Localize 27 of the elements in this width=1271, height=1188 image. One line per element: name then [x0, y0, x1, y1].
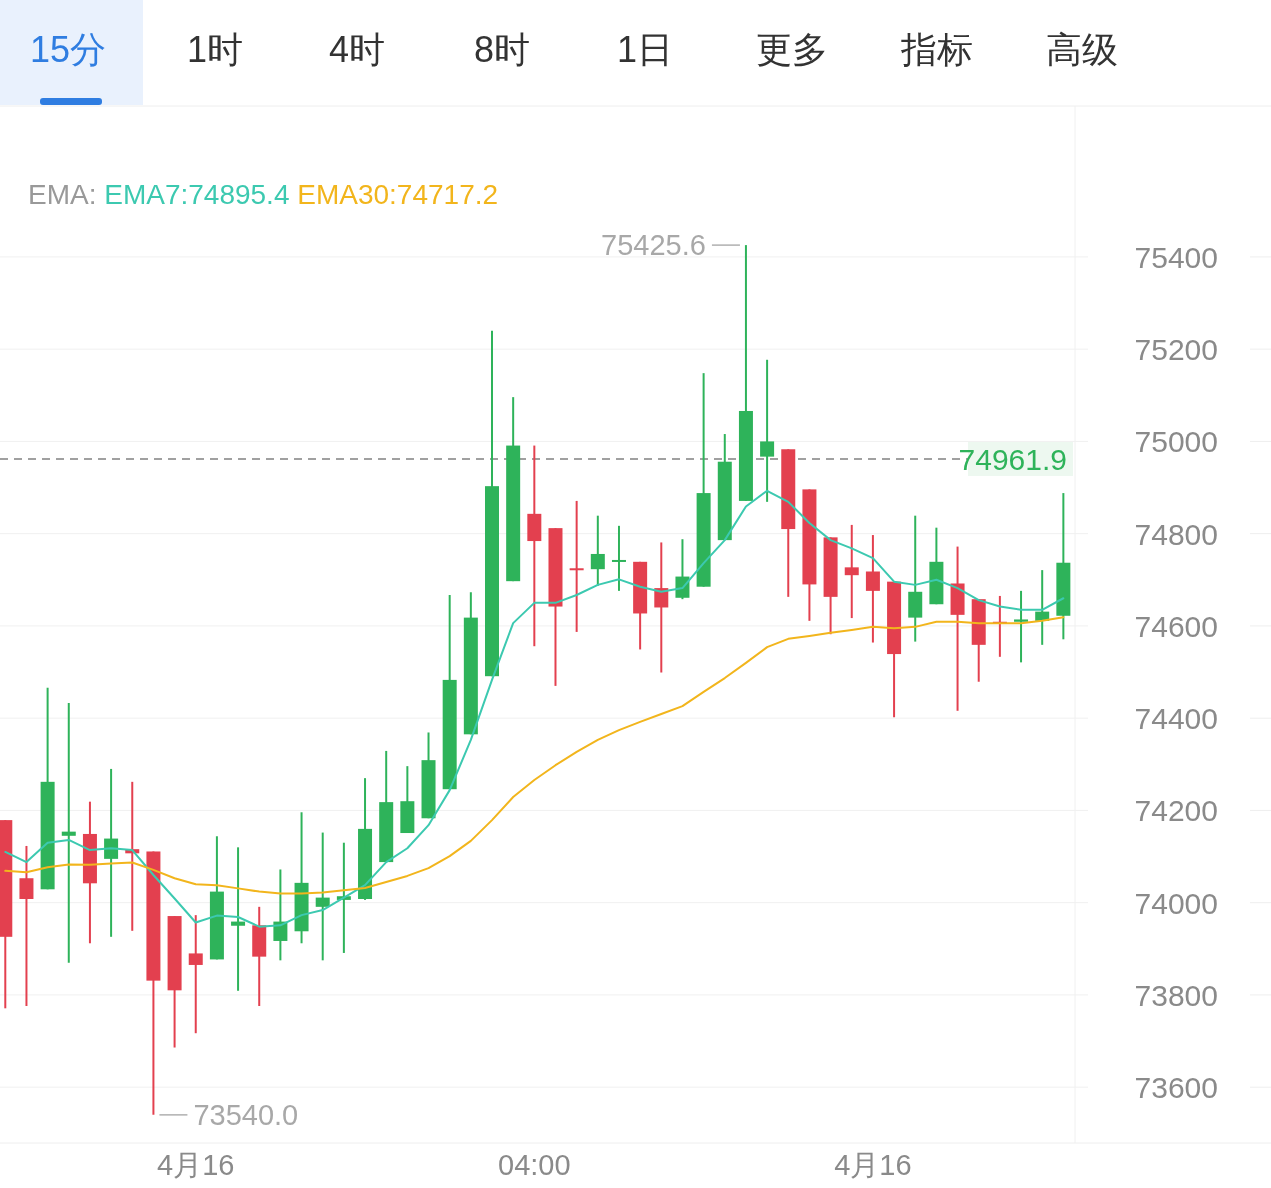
y-tick-label: 75000	[1134, 425, 1218, 459]
text: 4时	[328, 29, 386, 70]
text: 1日	[616, 29, 674, 70]
y-tick-label: 74200	[1134, 794, 1218, 828]
text: 高级	[1046, 29, 1118, 70]
annotation: 75425.6	[601, 229, 706, 262]
annotation: 73540.0	[193, 1098, 299, 1131]
text: 8时	[473, 29, 531, 70]
y-tick-label: 75200	[1134, 333, 1218, 367]
text: 1时	[186, 29, 244, 70]
y-tick-label: 74000	[1134, 886, 1218, 920]
y-tick-label: 74400	[1134, 702, 1218, 736]
text: 更多	[756, 29, 828, 70]
legend-title: EMA:	[28, 179, 105, 210]
ref-line-label: 74961.9	[958, 442, 1067, 476]
x-tick-label: 4月16	[834, 1149, 912, 1181]
x-tick-label: 04:00	[498, 1149, 571, 1181]
text: EMA30:74717.2	[297, 179, 499, 210]
text: 指标	[900, 29, 973, 70]
text: EMA7:74895.4	[104, 179, 298, 210]
y-tick-label: 74800	[1134, 517, 1218, 551]
y-tick-label: 73800	[1134, 978, 1218, 1012]
y-tick-label: 74600	[1134, 609, 1218, 643]
y-tick-label: 73600	[1134, 1071, 1218, 1105]
x-tick-label: 4月16	[157, 1149, 235, 1181]
y-tick-label: 75400	[1134, 240, 1218, 274]
text: 15分	[29, 29, 107, 70]
